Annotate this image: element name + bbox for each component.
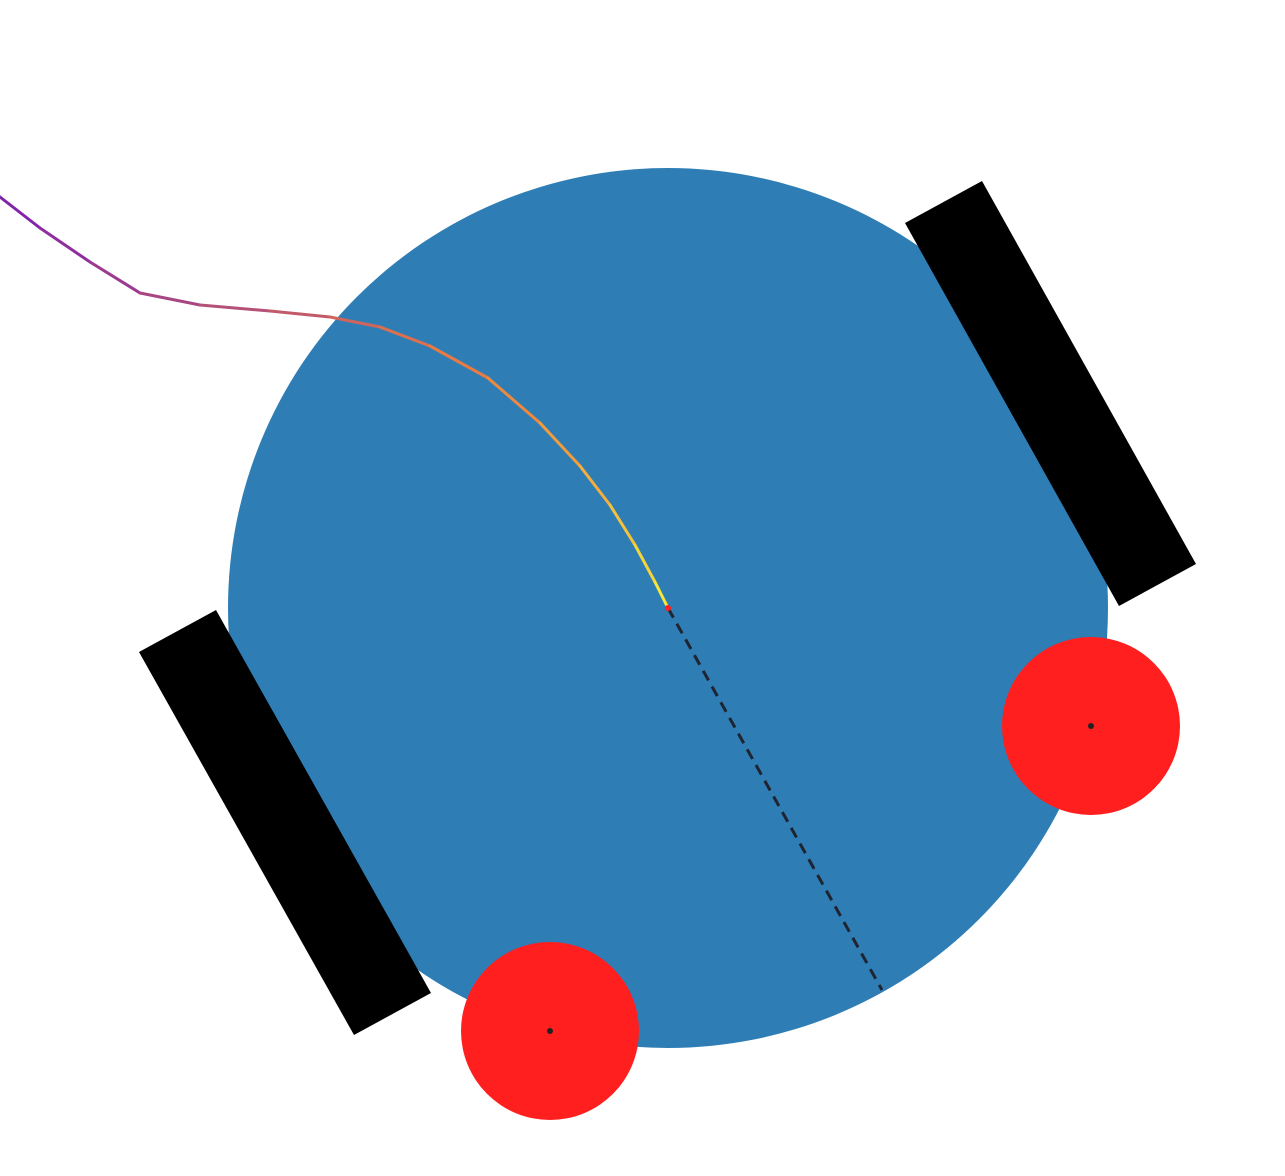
trail-segment [328, 315, 382, 329]
trail-segment [198, 303, 272, 313]
front-sensor-center [1088, 723, 1094, 729]
heading-line [666, 607, 884, 991]
left-wheel [139, 610, 431, 1035]
trail-segment [38, 226, 92, 264]
right-wheel [905, 181, 1196, 606]
trail-segment [428, 344, 490, 380]
trajectory-trail [0, 195, 670, 610]
trail-segment [608, 503, 637, 547]
trail-segment [653, 580, 670, 610]
front-sensor [1002, 637, 1180, 815]
trail-segment [88, 260, 142, 295]
trail-segment [578, 464, 612, 507]
trail-segment [633, 543, 657, 584]
trail-segment [138, 291, 202, 307]
trail-segment [486, 376, 542, 425]
trail-segment [538, 421, 582, 468]
trail-segment [378, 325, 432, 348]
trail-segment [0, 195, 42, 230]
current-position-marker [665, 605, 671, 611]
trail-segment [268, 309, 332, 319]
rear-sensor [461, 942, 639, 1120]
rear-sensor-center [547, 1028, 553, 1034]
